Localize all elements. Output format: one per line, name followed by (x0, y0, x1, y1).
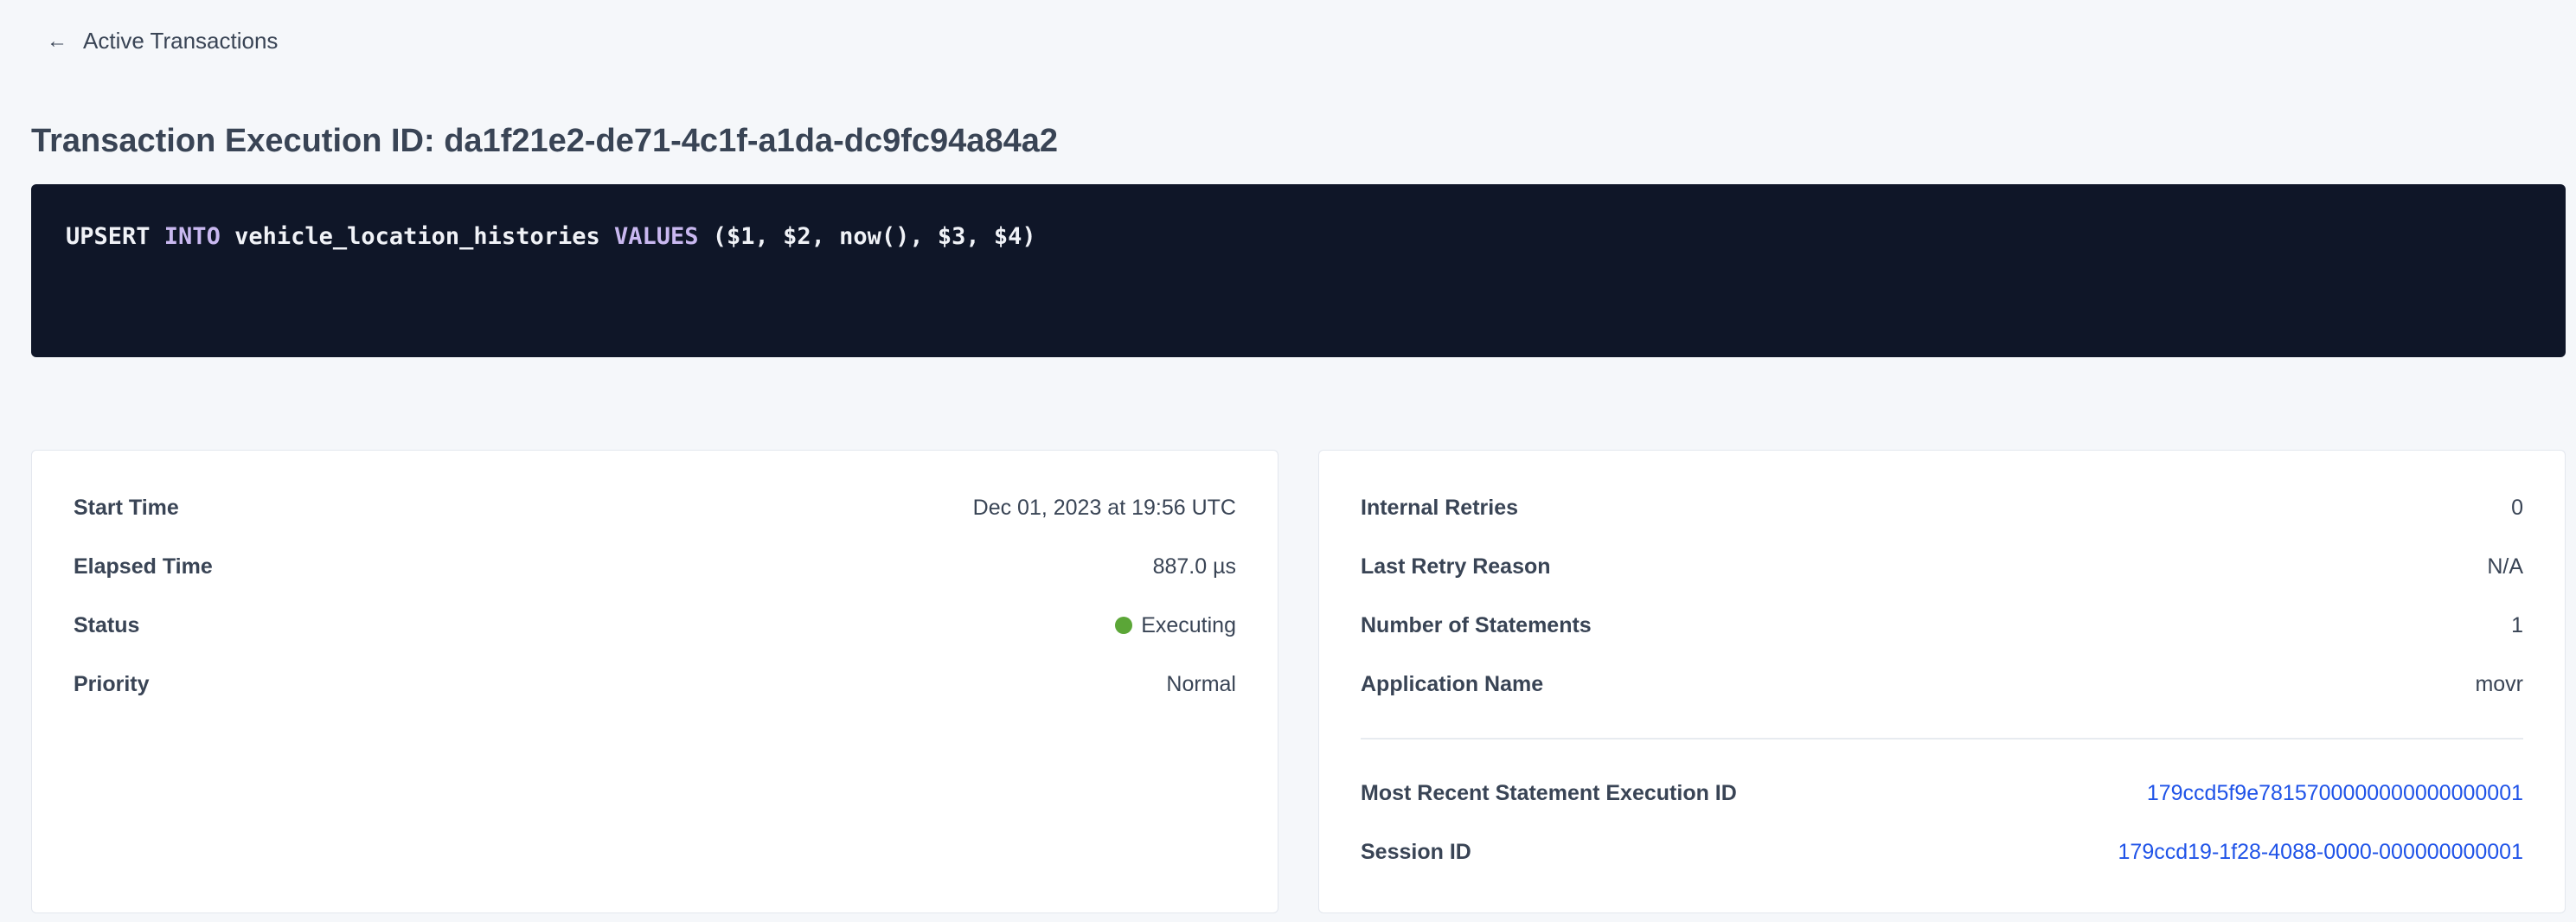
row-application-name: Application Name movr (1361, 655, 2523, 714)
status-badge: Executing (1115, 613, 1236, 638)
sql-keyword: INTO (163, 223, 221, 250)
sql-keyword: VALUES (613, 223, 699, 250)
row-value: movr (2475, 671, 2523, 696)
sql-token: ($1, $2, now(), $3, $4) (698, 223, 1036, 250)
row-value: Normal (1166, 671, 1236, 696)
row-value: 1 (2511, 612, 2523, 637)
row-value: 887.0 µs (1152, 554, 1236, 579)
sql-token: UPSERT (66, 223, 164, 250)
row-label: Application Name (1361, 671, 1544, 696)
row-label: Priority (74, 671, 150, 696)
row-label: Number of Statements (1361, 612, 1592, 637)
page-title: Transaction Execution ID: da1f21e2-de71-… (31, 123, 1058, 159)
statement-execution-id-link[interactable]: 179ccd5f9e7815700000000000000001 (2146, 780, 2523, 805)
row-label: Internal Retries (1361, 495, 1519, 520)
row-elapsed-time: Elapsed Time 887.0 µs (74, 537, 1236, 596)
status-text: Executing (1141, 612, 1236, 637)
row-priority: Priority Normal (74, 655, 1236, 714)
row-session-id: Session ID 179ccd19-1f28-4088-0000-00000… (1361, 823, 2523, 881)
row-number-of-statements: Number of Statements 1 (1361, 596, 2523, 655)
sql-token: vehicle_location_histories (220, 223, 614, 250)
row-label: Most Recent Statement Execution ID (1361, 780, 1737, 805)
row-internal-retries: Internal Retries 0 (1361, 478, 2523, 537)
session-id-link[interactable]: 179ccd19-1f28-4088-0000-000000000001 (2118, 839, 2523, 864)
sql-statement-block: UPSERT INTO vehicle_location_histories V… (31, 184, 2566, 357)
row-label: Elapsed Time (74, 554, 213, 579)
back-link-label: Active Transactions (83, 28, 279, 54)
row-label: Status (74, 612, 140, 637)
row-most-recent-statement-id: Most Recent Statement Execution ID 179cc… (1361, 764, 2523, 823)
transaction-summary-card: Start Time Dec 01, 2023 at 19:56 UTC Ela… (31, 450, 1278, 913)
arrow-left-icon: ← (47, 29, 67, 53)
row-label: Last Retry Reason (1361, 554, 1551, 579)
row-label: Session ID (1361, 839, 1471, 864)
row-value: 0 (2511, 495, 2523, 520)
row-value: Dec 01, 2023 at 19:56 UTC (972, 495, 1236, 520)
row-last-retry-reason: Last Retry Reason N/A (1361, 537, 2523, 596)
row-start-time: Start Time Dec 01, 2023 at 19:56 UTC (74, 478, 1236, 537)
row-status: Status Executing (74, 596, 1236, 655)
status-dot-icon (1115, 617, 1133, 634)
back-link-active-transactions[interactable]: ← Active Transactions (47, 28, 278, 54)
divider (1361, 738, 2523, 740)
row-label: Start Time (74, 495, 179, 520)
row-value: N/A (2487, 554, 2523, 579)
transaction-details-card: Internal Retries 0 Last Retry Reason N/A… (1318, 450, 2566, 913)
